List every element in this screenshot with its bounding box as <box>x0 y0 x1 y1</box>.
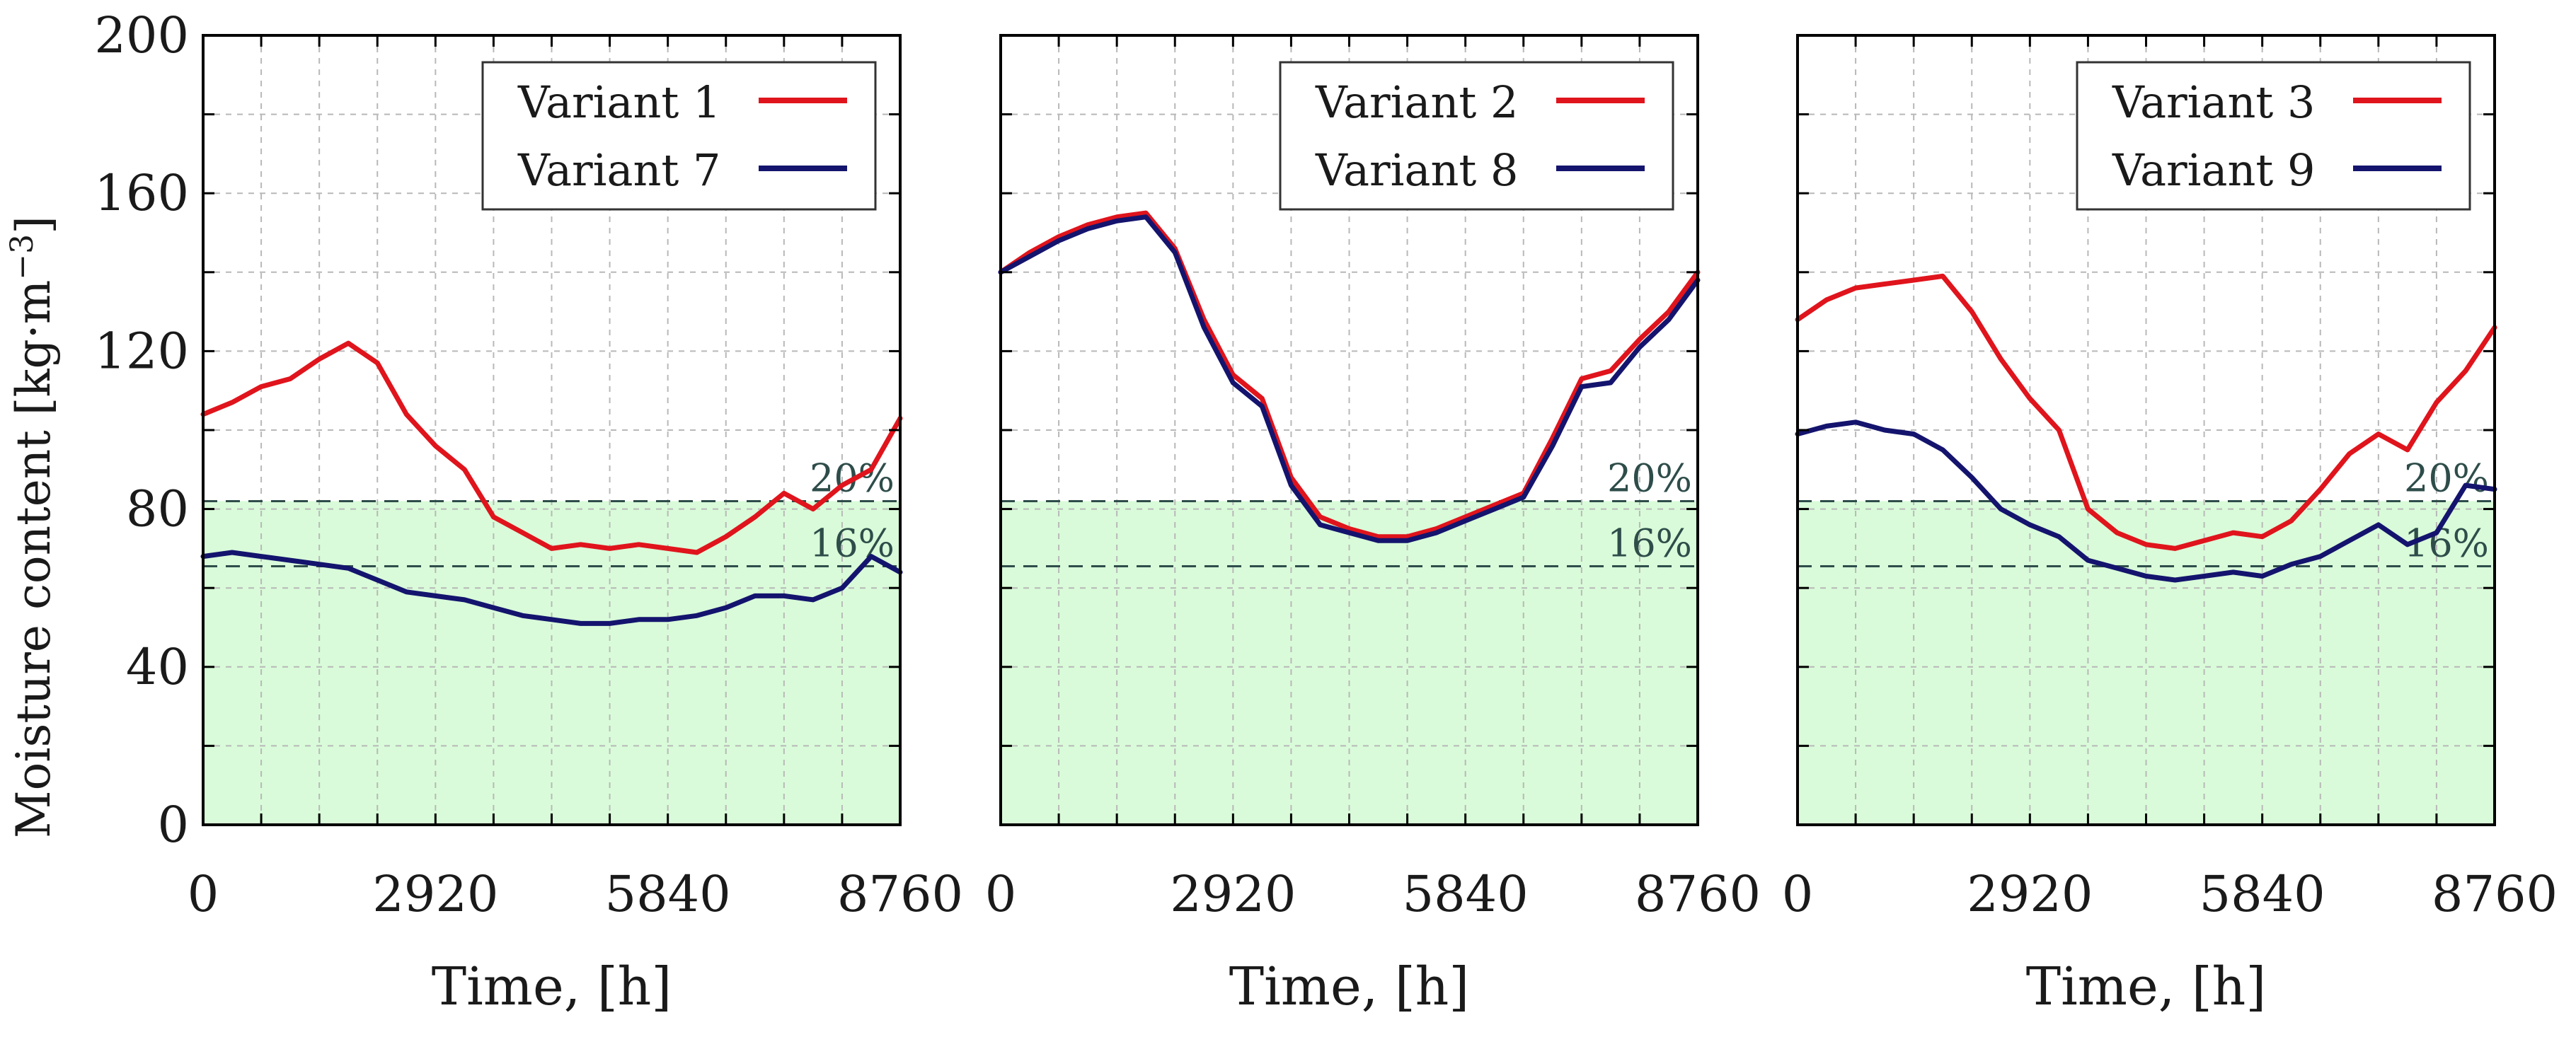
panel-2-x-tick-label: 8760 <box>1635 865 1761 923</box>
panel-1-legend: Variant 1 Variant 7 <box>481 61 877 211</box>
series-line-variant-9 <box>1795 419 2497 583</box>
legend-label-variant-7: Variant 7 <box>517 144 720 196</box>
panel-1-legend-box <box>481 61 877 211</box>
panel-2-threshold-label: 16% <box>1607 521 1692 566</box>
series-line-variant-8 <box>998 214 1701 543</box>
panel-3-threshold-label: 20% <box>2404 456 2489 500</box>
legend-label-variant-1: Variant 1 <box>517 76 720 128</box>
panel-3-x-tick-label: 5840 <box>2200 865 2325 923</box>
chart-panels: 20% 16% 0 2920 5840 8760 Time, [h] 0 40 80 120 160 2… <box>94 6 2558 1017</box>
series-line-variant-7 <box>200 550 903 626</box>
legend-label-variant-8: Variant 8 <box>1315 144 1518 196</box>
panel-2-legend-box <box>1279 61 1674 211</box>
panel-1-threshold-label: 16% <box>810 521 895 566</box>
y-tick-label: 40 <box>126 638 189 696</box>
y-tick-label: 200 <box>94 6 189 64</box>
panel-1-x-tick-label: 5840 <box>605 865 731 923</box>
panel-2-legend: Variant 2 Variant 8 <box>1279 61 1674 211</box>
panel-1-x-tick-label: 2920 <box>372 865 498 923</box>
panel-2-x-axis-label: Time, [h] <box>1229 956 1469 1017</box>
panel-3-threshold-label: 16% <box>2404 521 2489 566</box>
y-tick-label: 120 <box>94 322 189 380</box>
y-tick-label: 160 <box>94 164 189 222</box>
panel-2-threshold-label: 20% <box>1607 456 1692 500</box>
series-line-variant-3 <box>1795 273 2497 551</box>
panel-3-legend: Variant 3 Variant 9 <box>2076 61 2471 211</box>
panel-1-x-axis-label: Time, [h] <box>432 956 672 1017</box>
legend-label-variant-2: Variant 2 <box>1315 76 1518 128</box>
panel-1-x-tick-label: 0 <box>188 865 219 923</box>
legend-label-variant-9: Variant 9 <box>2112 144 2315 196</box>
y-axis-label: Moisture content [kg·m−3] <box>4 216 61 838</box>
y-tick-label: 0 <box>157 796 189 854</box>
panel-3-legend-box <box>2076 61 2471 211</box>
panel-2-x-tick-label: 2920 <box>1170 865 1296 923</box>
panel-3-x-tick-label: 0 <box>1782 865 1814 923</box>
y-tick-label: 80 <box>126 480 189 538</box>
panel-3-x-axis-label: Time, [h] <box>2026 956 2266 1017</box>
series-line-variant-1 <box>200 340 903 555</box>
panel-2-x-tick-label: 5840 <box>1403 865 1529 923</box>
panel-3-x-tick-label: 2920 <box>1967 865 2093 923</box>
series-line-variant-2 <box>998 210 1701 540</box>
panel-1-x-tick-label: 8760 <box>837 865 963 923</box>
legend-label-variant-3: Variant 3 <box>2112 76 2315 128</box>
panel-2-x-tick-label: 0 <box>985 865 1017 923</box>
panel-3-x-tick-label: 8760 <box>2432 865 2558 923</box>
